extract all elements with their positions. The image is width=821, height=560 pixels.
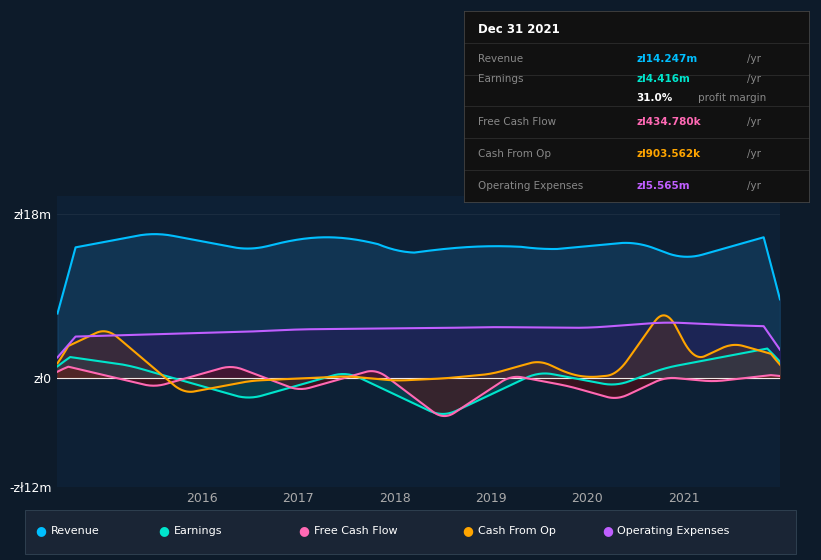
Text: zl4.416m: zl4.416m: [636, 74, 690, 85]
Text: ●: ●: [158, 524, 170, 538]
Text: Cash From Op: Cash From Op: [478, 526, 556, 536]
Text: /yr: /yr: [746, 74, 760, 85]
Text: /yr: /yr: [746, 149, 760, 159]
Text: Revenue: Revenue: [51, 526, 99, 536]
Text: ●: ●: [298, 524, 310, 538]
Text: 31.0%: 31.0%: [636, 94, 672, 104]
Text: /yr: /yr: [746, 117, 760, 127]
Text: ●: ●: [35, 524, 47, 538]
Text: profit margin: profit margin: [699, 94, 767, 104]
Text: zl5.565m: zl5.565m: [636, 181, 690, 191]
Text: Earnings: Earnings: [174, 526, 222, 536]
Text: Free Cash Flow: Free Cash Flow: [478, 117, 556, 127]
Text: zl14.247m: zl14.247m: [636, 54, 698, 64]
Text: zl903.562k: zl903.562k: [636, 149, 700, 159]
Text: /yr: /yr: [746, 181, 760, 191]
Text: ●: ●: [462, 524, 474, 538]
Text: Operating Expenses: Operating Expenses: [478, 181, 583, 191]
Text: Earnings: Earnings: [478, 74, 523, 85]
Text: Dec 31 2021: Dec 31 2021: [478, 23, 559, 36]
Text: Free Cash Flow: Free Cash Flow: [314, 526, 397, 536]
Text: Operating Expenses: Operating Expenses: [617, 526, 730, 536]
Text: ●: ●: [602, 524, 613, 538]
Text: /yr: /yr: [746, 54, 760, 64]
Text: Cash From Op: Cash From Op: [478, 149, 551, 159]
Text: zl434.780k: zl434.780k: [636, 117, 701, 127]
Text: Revenue: Revenue: [478, 54, 523, 64]
